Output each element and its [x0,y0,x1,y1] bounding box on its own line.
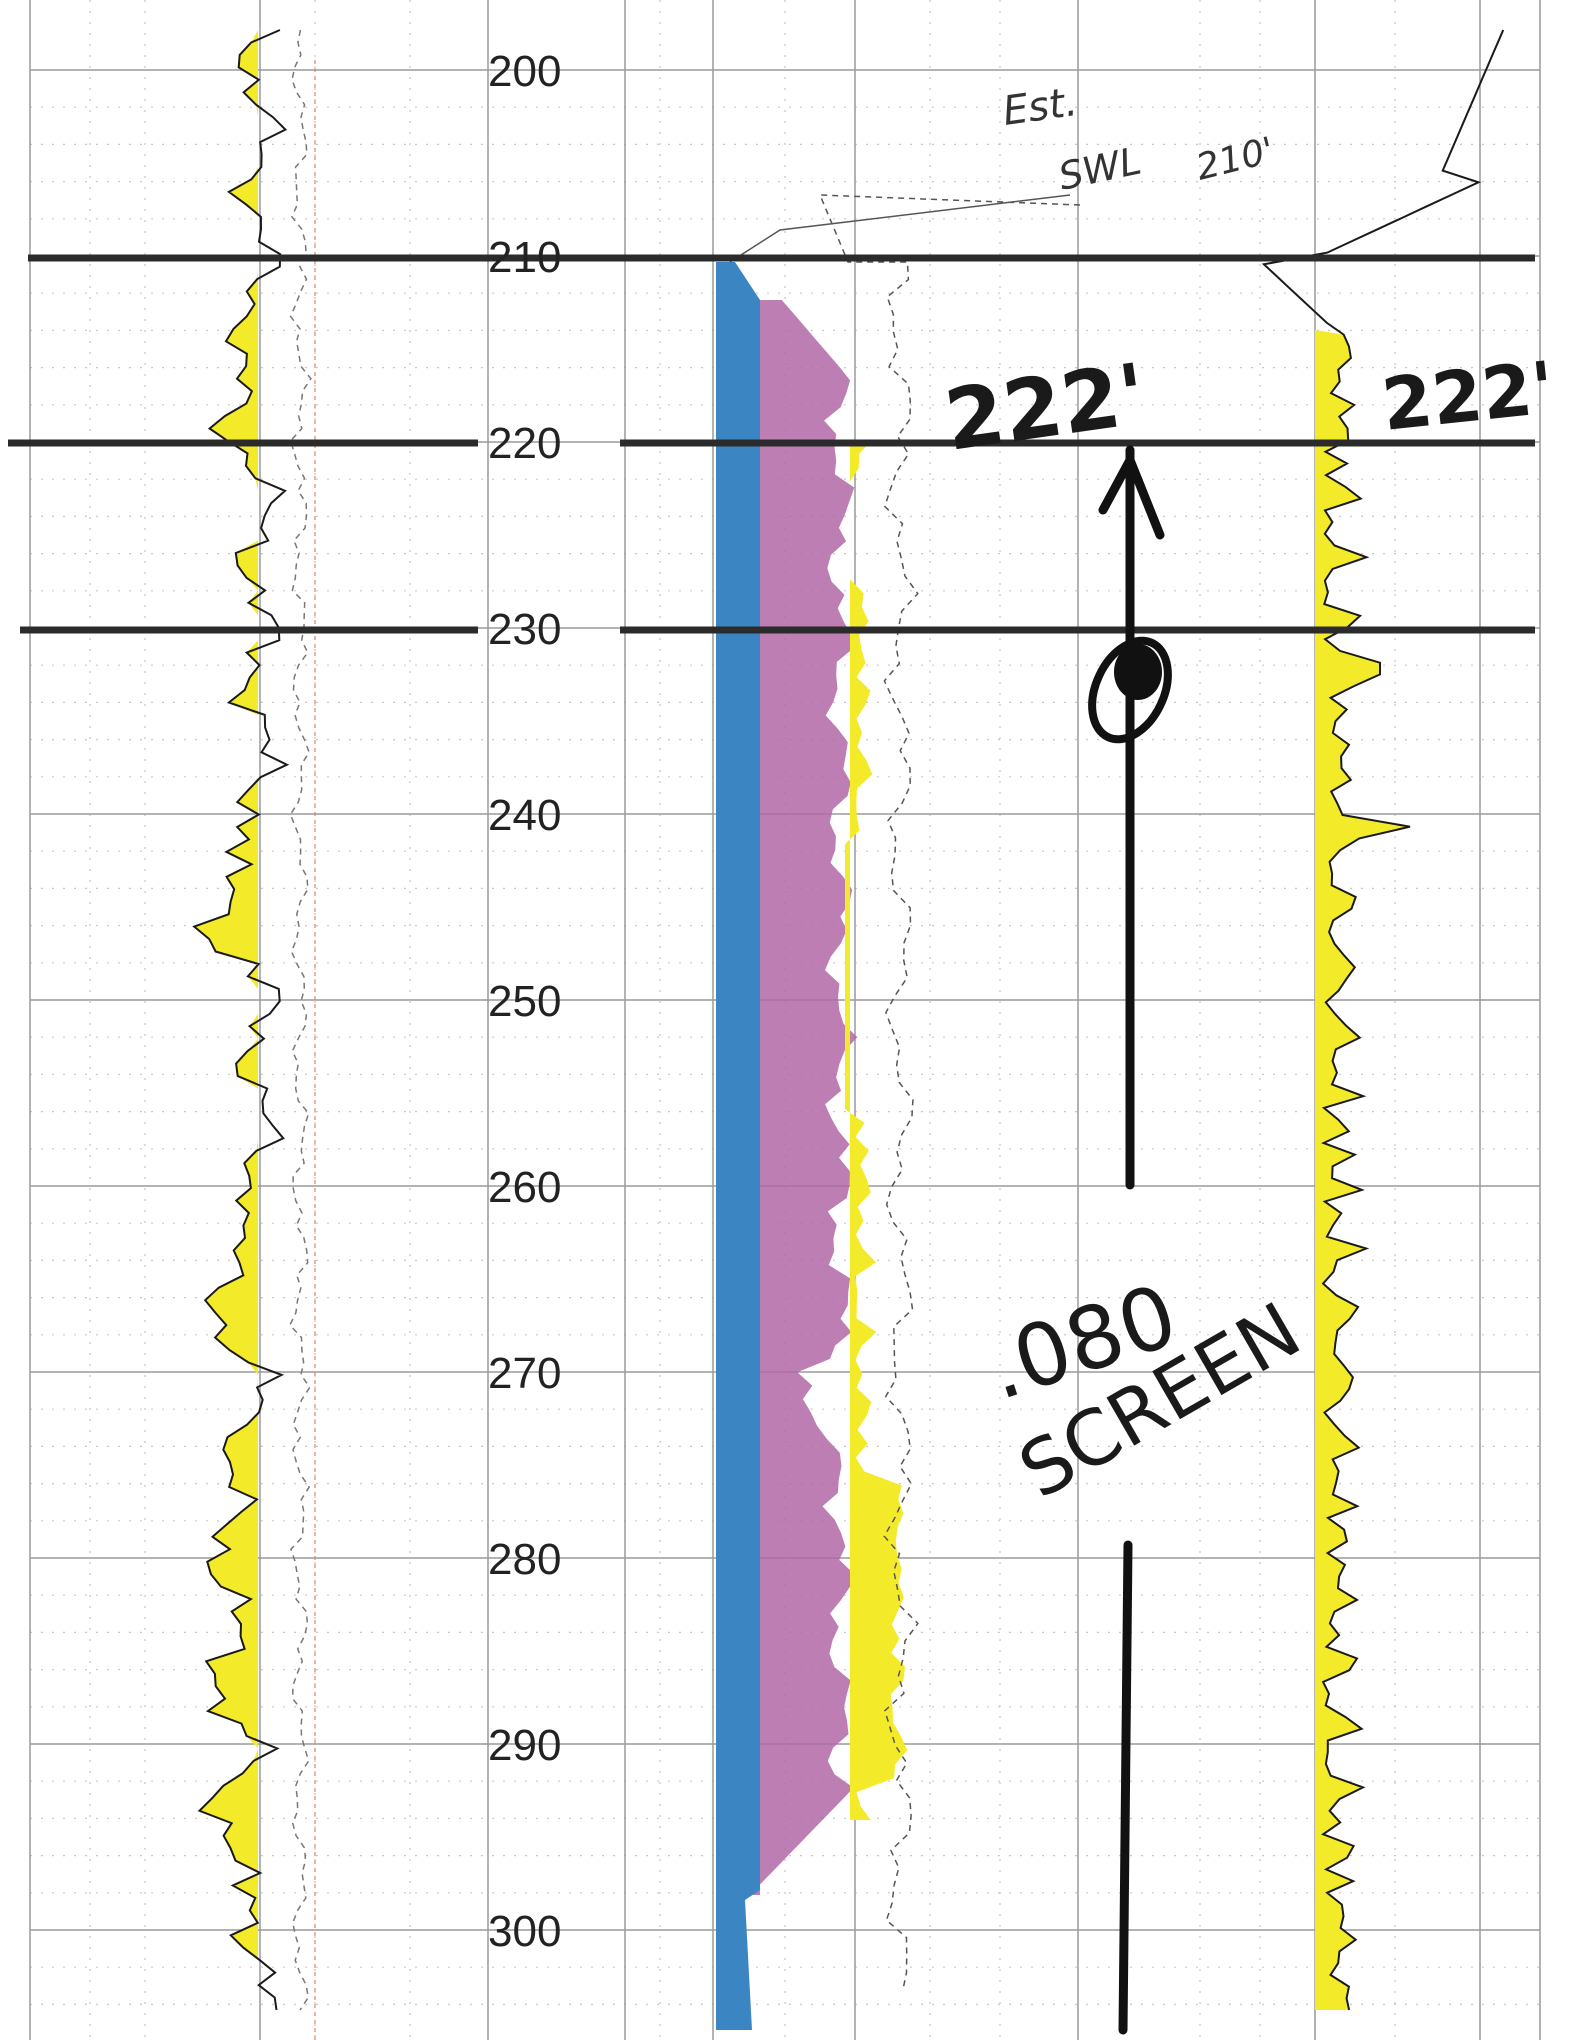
depth-label: 220 [488,419,561,468]
left-track-dashed-curve [289,29,312,2011]
depth-label: 270 [488,1349,561,1398]
left-track [192,29,312,2011]
right-track-sand-fill [1315,330,1410,2010]
casing-column [716,262,760,2030]
right-track-curve [1261,29,1505,2011]
depth-label: 230 [488,605,561,654]
formation-column [749,300,858,1895]
depth-label: 210 [488,233,561,282]
lower-screen-line [1118,1540,1133,2035]
screen-top-marker-icon [1088,636,1172,744]
center-track-sand-fill [845,440,908,1820]
depth-label: 290 [488,1721,561,1770]
left-track-curve [192,29,290,2011]
depth-labels: 200 210 220 230 240 250 260 270 280 290 300 [488,47,561,1956]
depth-label: 250 [488,977,561,1026]
depth-label: 260 [488,1163,561,1212]
screen-annotation [1088,445,1172,2035]
center-track-curve [729,194,1071,263]
top-screen-depth-center: 222' [939,345,1152,470]
depth-label: 280 [488,1535,561,1584]
depth-label: 240 [488,791,561,840]
swl-depth-label: 210' [1192,130,1278,189]
depth-label: 300 [488,1907,561,1956]
right-track [1261,29,1505,2011]
depth-label: 200 [488,47,561,96]
left-track-sand-fill [194,30,258,2010]
swl-label-line1: Est. [1000,79,1080,135]
depth-marker-lines [8,254,1535,634]
top-screen-depth-right: 222' [1378,345,1558,447]
swl-label-line2: SWL [1055,139,1145,199]
center-track [716,194,1081,2030]
screen-top-marker-fill [1114,644,1162,700]
arrow-head-icon [1098,455,1165,540]
center-track-dashed-curve [818,194,1081,1991]
